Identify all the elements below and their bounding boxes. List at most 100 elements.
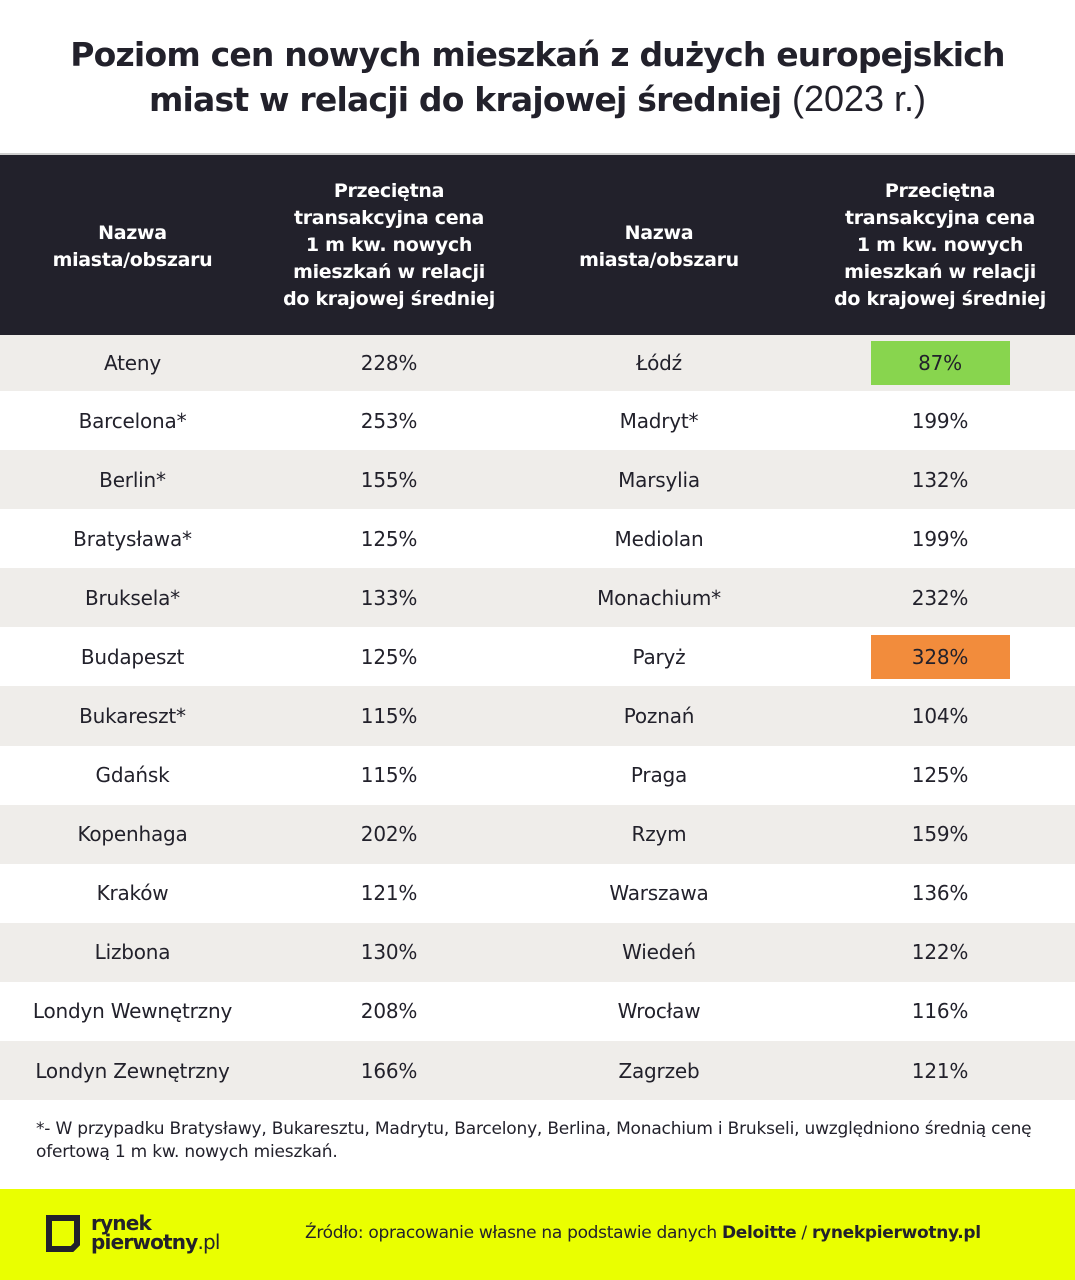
value-right-text: 199% [911,526,969,551]
city-right-text: Mediolan [614,526,704,551]
source-prefix: Źródło: opracowanie własne na podstawie … [305,1223,722,1243]
value-left-text: 155% [360,467,418,492]
page-title: Poziom cen nowych mieszkań z dużych euro… [0,0,1075,153]
value-left-cell: 121% [265,864,513,923]
value-right-cell: 132% [805,450,1075,509]
value-right-cell: 104% [805,686,1075,745]
header-text: do krajowej średniej [283,287,495,310]
city-left-cell: Kopenhaga [0,805,265,864]
value-left-cell: 202% [265,805,513,864]
table-row: Londyn Zewnętrzny 166% Zagrzeb 121% [0,1041,1075,1101]
header-text: miasta/obszaru [579,249,739,271]
value-right-cell: 125% [805,746,1075,805]
table-row: Londyn Wewnętrzny 208% Wrocław 116% [0,981,1075,1042]
brand-logo[interactable]: rynek pierwotny.pl [45,1211,220,1254]
city-left-text: Kraków [96,881,169,906]
value-left-cell: 130% [265,923,513,982]
table-row: Bruksela* 133% Monachium* 232% [0,568,1075,628]
table-row: Kraków 121% Warszawa 136% [0,863,1075,923]
value-right-cell: 87% [805,335,1075,391]
value-right-text: 159% [911,822,969,847]
value-left-text: 130% [360,940,418,965]
title-line-2-text: miast w relacji do krajowej średniej [148,80,782,119]
logo-line-1: rynek [91,1211,152,1235]
value-right-cell: 232% [805,568,1075,627]
value-left-text: 228% [360,351,418,375]
value-left-cell: 166% [265,1041,513,1100]
table-body: Ateny 228% Łódź 87% Barcelona* 253% Madryt* 199… [0,335,1075,1101]
city-left-cell: Londyn Zewnętrzny [0,1041,265,1100]
city-left-cell: Bukareszt* [0,686,265,745]
city-right-cell: Zagrzeb [513,1041,805,1100]
value-left-text: 208% [360,999,418,1024]
value-left-text: 115% [360,763,418,788]
city-right-cell: Marsylia [513,450,805,509]
source-deloitte: Deloitte [721,1223,797,1243]
city-left-text: Budapeszt [80,644,185,669]
city-right-text: Zagrzeb [618,1058,700,1083]
header-text: miasta/obszaru [52,249,213,271]
header-value-right: Przeciętna transakcyjna cena 1 m kw. now… [805,155,1075,335]
value-right-cell: 328% [805,627,1075,686]
city-right-cell: Paryż [513,627,805,686]
city-right-text: Praga [630,763,688,788]
header-text: 1 m kw. nowych [856,233,1024,256]
city-left-text: Lizbona [94,940,171,965]
city-left-text: Berlin* [99,467,166,492]
cube-outline-icon [46,1215,80,1252]
header-text: Przeciętna [884,179,996,202]
table-row: Berlin* 155% Marsylia 132% [0,450,1075,510]
value-left-cell: 133% [265,568,513,627]
city-left-text: Londyn Wewnętrzny [32,999,233,1024]
value-right-text: 104% [911,704,969,729]
city-right-text: Marsylia [618,467,700,492]
header-city-left: Nazwa miasta/obszaru [0,155,265,335]
value-left-cell: 125% [265,509,513,568]
value-right-text: 121% [911,1058,969,1083]
table-row: Ateny 228% Łódź 87% [0,335,1075,391]
city-right-text: Wiedeń [622,940,696,965]
value-left-text: 166% [360,1058,418,1083]
city-left-text: Barcelona* [78,408,187,433]
value-right-text: 232% [911,585,969,610]
value-left-text: 202% [360,822,418,847]
city-left-text: Bratysława* [73,526,192,551]
city-left-cell: Londyn Wewnętrzny [0,982,265,1041]
value-left-text: 133% [360,585,418,610]
city-right-cell: Rzym [513,805,805,864]
header-value-left: Przeciętna transakcyjna cena 1 m kw. now… [265,155,513,335]
value-left-cell: 208% [265,982,513,1041]
city-right-text: Rzym [631,822,687,847]
city-right-text: Wrocław [617,999,701,1024]
value-left-text: 121% [360,881,418,906]
value-left-cell: 155% [265,450,513,509]
city-right-text: Monachium* [597,585,721,610]
footnote: *- W przypadku Bratysławy, Bukaresztu, M… [36,1119,1032,1162]
city-left-cell: Gdańsk [0,746,265,805]
city-right-cell: Łódź [513,335,805,391]
value-right-cell: 159% [805,805,1075,864]
value-left-cell: 253% [265,391,513,450]
value-right-text: 199% [911,408,969,433]
city-right-cell: Warszawa [513,864,805,923]
header-text: transakcyjna cena [844,206,1036,229]
logo-text: rynek pierwotny.pl [91,1211,220,1254]
city-left-text: Kopenhaga [77,822,188,847]
city-right-cell: Mediolan [513,509,805,568]
title-year: (2023 r.) [791,78,927,119]
highlighted-value: 328% [870,634,1010,679]
header-text: Nazwa [624,222,694,244]
city-right-cell: Poznań [513,686,805,745]
value-right-text: 122% [911,940,969,965]
logo-line-2: pierwotny [91,1230,198,1254]
value-right-cell: 199% [805,509,1075,568]
value-right-cell: 122% [805,923,1075,982]
city-left-cell: Kraków [0,864,265,923]
value-right-text: 116% [911,999,969,1024]
header-text: mieszkań w relacji [293,260,485,283]
source-site: rynekpierwotny.pl [811,1223,981,1243]
table-row: Bratysława* 125% Mediolan 199% [0,509,1075,569]
logo-suffix: .pl [197,1230,220,1254]
table-row: Kopenhaga 202% Rzym 159% [0,804,1075,864]
city-right-cell: Praga [513,746,805,805]
